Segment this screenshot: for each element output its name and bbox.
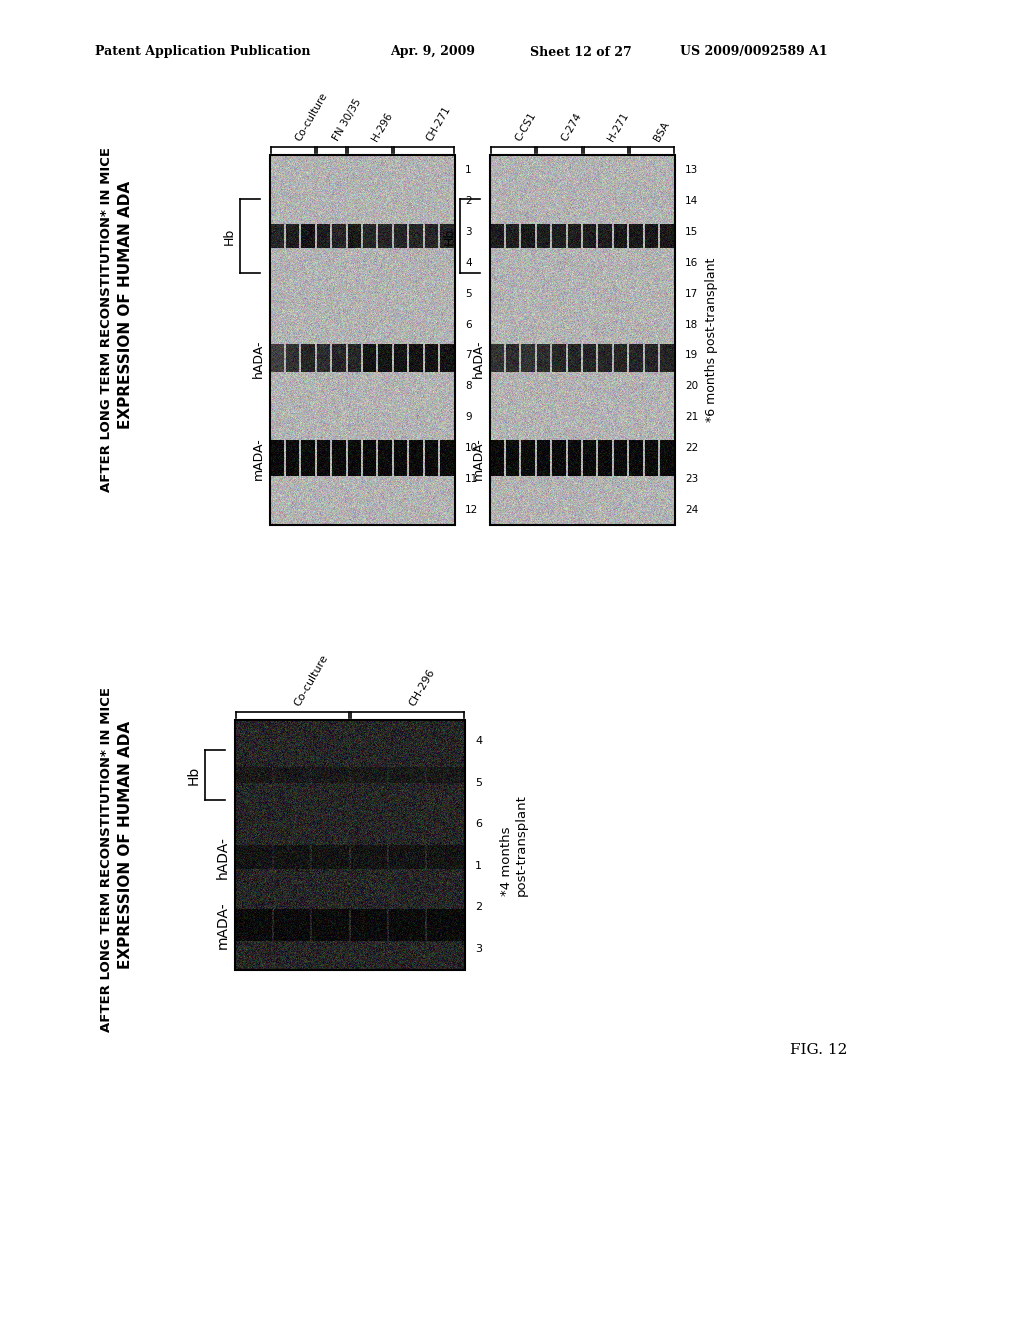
Text: mADA-: mADA- — [216, 902, 230, 949]
Text: 17: 17 — [685, 289, 698, 298]
Text: 5: 5 — [465, 289, 472, 298]
Text: 3: 3 — [465, 227, 472, 238]
Text: EXPRESSION OF HUMAN ADA: EXPRESSION OF HUMAN ADA — [118, 721, 132, 969]
Text: 14: 14 — [685, 197, 698, 206]
Text: 23: 23 — [685, 474, 698, 483]
Text: FN 30/35: FN 30/35 — [332, 98, 364, 143]
Text: FIG. 12: FIG. 12 — [790, 1043, 848, 1057]
Text: Co-culture: Co-culture — [293, 653, 330, 708]
Text: 2: 2 — [465, 197, 472, 206]
Text: 20: 20 — [685, 381, 698, 391]
Text: Sheet 12 of 27: Sheet 12 of 27 — [530, 45, 632, 58]
Text: US 2009/0092589 A1: US 2009/0092589 A1 — [680, 45, 827, 58]
Text: AFTER LONG TERM RECONSTITUTION* IN MICE: AFTER LONG TERM RECONSTITUTION* IN MICE — [100, 148, 114, 492]
Text: EXPRESSION OF HUMAN ADA: EXPRESSION OF HUMAN ADA — [118, 181, 132, 429]
Text: 12: 12 — [465, 504, 478, 515]
Text: mADA-: mADA- — [252, 437, 265, 479]
Text: Apr. 9, 2009: Apr. 9, 2009 — [390, 45, 475, 58]
Text: 10: 10 — [465, 444, 478, 453]
Bar — [234, 719, 465, 970]
Text: 7: 7 — [465, 350, 472, 360]
Text: mADA-: mADA- — [472, 437, 485, 479]
Text: 18: 18 — [685, 319, 698, 330]
Text: *4 months
post-transplant: *4 months post-transplant — [500, 795, 528, 896]
Text: C-CS1: C-CS1 — [513, 111, 538, 143]
Text: 16: 16 — [685, 257, 698, 268]
Text: 13: 13 — [685, 165, 698, 176]
Text: 1: 1 — [465, 165, 472, 176]
Text: hADA-: hADA- — [216, 836, 230, 879]
Text: 11: 11 — [465, 474, 478, 483]
Text: 1: 1 — [475, 861, 482, 871]
Text: 22: 22 — [685, 444, 698, 453]
Text: hADA-: hADA- — [472, 339, 485, 378]
Text: 4: 4 — [475, 735, 482, 746]
Text: 4: 4 — [465, 257, 472, 268]
Text: 6: 6 — [475, 820, 482, 829]
Text: Hb: Hb — [223, 228, 236, 246]
Text: H-296: H-296 — [371, 111, 394, 143]
Text: 15: 15 — [685, 227, 698, 238]
Text: 24: 24 — [685, 504, 698, 515]
Bar — [270, 154, 455, 525]
Text: H-271: H-271 — [605, 111, 630, 143]
Text: BSA: BSA — [652, 120, 671, 143]
Text: 6: 6 — [465, 319, 472, 330]
Text: Hb: Hb — [443, 228, 456, 246]
Text: 3: 3 — [475, 944, 482, 954]
Text: 19: 19 — [685, 350, 698, 360]
Text: CH-296: CH-296 — [408, 667, 437, 708]
Text: Hb: Hb — [187, 766, 201, 784]
Text: 21: 21 — [685, 412, 698, 422]
Text: hADA-: hADA- — [252, 339, 265, 378]
Text: 9: 9 — [465, 412, 472, 422]
Text: C-274: C-274 — [559, 111, 584, 143]
Text: 5: 5 — [475, 777, 482, 788]
Text: Co-culture: Co-culture — [293, 91, 329, 143]
Text: 8: 8 — [465, 381, 472, 391]
Text: Patent Application Publication: Patent Application Publication — [95, 45, 310, 58]
Text: AFTER LONG TERM RECONSTITUTION* IN MICE: AFTER LONG TERM RECONSTITUTION* IN MICE — [100, 688, 114, 1032]
Text: 2: 2 — [475, 903, 482, 912]
Text: CH-271: CH-271 — [424, 104, 453, 143]
Text: *6 months post-transplant: *6 months post-transplant — [705, 257, 718, 422]
Bar — [490, 154, 675, 525]
